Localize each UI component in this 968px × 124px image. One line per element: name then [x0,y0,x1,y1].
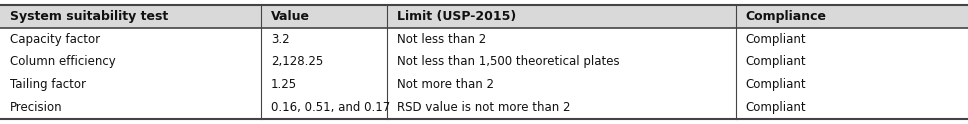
Text: 0.16, 0.51, and 0.17: 0.16, 0.51, and 0.17 [271,101,390,114]
Text: Tailing factor: Tailing factor [10,78,86,91]
Text: Compliance: Compliance [745,10,827,23]
Text: RSD value is not more than 2: RSD value is not more than 2 [397,101,570,114]
Text: Compliant: Compliant [745,78,806,91]
Text: Not less than 2: Not less than 2 [397,33,486,46]
Text: Column efficiency: Column efficiency [10,56,115,68]
Text: Not less than 1,500 theoretical plates: Not less than 1,500 theoretical plates [397,56,620,68]
Text: Value: Value [271,10,310,23]
Text: Capacity factor: Capacity factor [10,33,100,46]
Text: Limit (USP-2015): Limit (USP-2015) [397,10,516,23]
Text: 1.25: 1.25 [271,78,297,91]
Text: Compliant: Compliant [745,33,806,46]
Text: Compliant: Compliant [745,56,806,68]
Text: System suitability test: System suitability test [10,10,167,23]
Text: Compliant: Compliant [745,101,806,114]
Text: Precision: Precision [10,101,62,114]
Bar [0,5,968,28]
Text: 3.2: 3.2 [271,33,289,46]
Text: Not more than 2: Not more than 2 [397,78,494,91]
Text: 2,128.25: 2,128.25 [271,56,323,68]
